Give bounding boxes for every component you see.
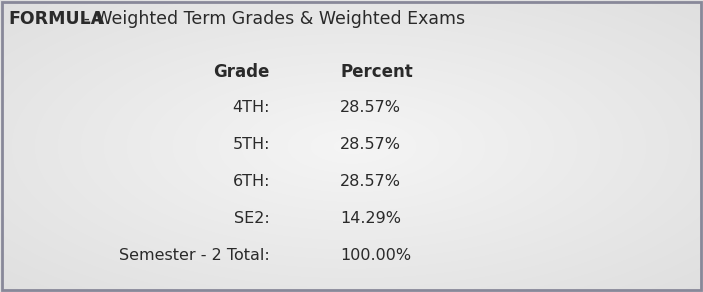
Text: Semester - 2 Total:: Semester - 2 Total: (120, 248, 270, 263)
Text: SE2:: SE2: (234, 211, 270, 226)
Text: - Weighted Term Grades & Weighted Exams: - Weighted Term Grades & Weighted Exams (78, 10, 465, 28)
Text: 28.57%: 28.57% (340, 100, 401, 115)
Text: 14.29%: 14.29% (340, 211, 401, 226)
Text: 4TH:: 4TH: (233, 100, 270, 115)
Text: 5TH:: 5TH: (233, 137, 270, 152)
Text: Percent: Percent (340, 63, 413, 81)
Text: FORMULA: FORMULA (8, 10, 104, 28)
Text: 28.57%: 28.57% (340, 174, 401, 189)
Text: 28.57%: 28.57% (340, 137, 401, 152)
Text: 100.00%: 100.00% (340, 248, 411, 263)
Text: Grade: Grade (214, 63, 270, 81)
Text: 6TH:: 6TH: (233, 174, 270, 189)
